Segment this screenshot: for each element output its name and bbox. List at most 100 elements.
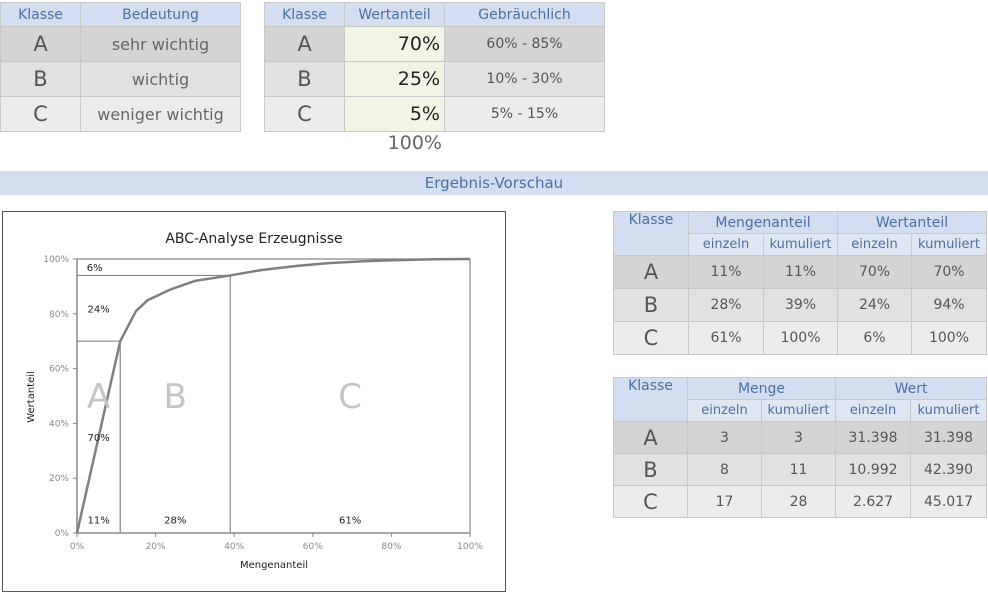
table-cell: 10.992 [835, 453, 912, 486]
class-cell: B [613, 453, 688, 486]
table-cell: 31.398 [910, 421, 988, 454]
subheader-einzeln: einzeln [837, 233, 912, 256]
x-tick-label: 20% [146, 542, 166, 552]
class-region-label: A [87, 377, 110, 417]
table-cell: 28% [688, 288, 764, 322]
table-cell: 24% [837, 288, 912, 322]
chart-title: ABC-Analyse Erzeugnisse [165, 231, 342, 247]
abc-chart: ABC-Analyse Erzeugnisse Mengenanteil Wer… [26, 231, 483, 571]
share-annotation: 61% [339, 515, 361, 526]
y-axis-label: Wertanteil [26, 371, 37, 423]
class-guides [77, 258, 471, 533]
y-tick-label: 80% [49, 310, 69, 320]
table-cell: 8 [687, 453, 762, 486]
table-cell: 3 [687, 421, 762, 454]
label-layer: A B C 6% 24% 70% 11% 28% 61% [87, 263, 362, 526]
class-region-label: C [338, 377, 362, 417]
share-annotation: 28% [164, 515, 186, 526]
table-cell: 11 [760, 453, 837, 486]
table-cell: 28 [760, 485, 837, 518]
value-share-table: Klasse Wertanteil Gebräuchlich A 70% 60%… [264, 2, 605, 132]
subheader-kumuliert: kumuliert [763, 233, 838, 256]
subheader-einzeln: einzeln [688, 233, 764, 256]
class-cell: A [613, 421, 688, 454]
class-cell: B [613, 288, 689, 322]
class-cell: A [264, 26, 345, 62]
y-tick-label: 60% [49, 365, 69, 375]
meaning-cell: weniger wichtig [80, 96, 241, 132]
class-cell: B [264, 61, 345, 97]
subheader-einzeln: einzeln [835, 399, 912, 422]
meaning-cell: sehr wichtig [80, 26, 241, 62]
header-wertanteil: Wertanteil [344, 2, 445, 27]
axes: 0% 20% 40% 60% 80% 100% 0% 20% 40% 60% 80% 100% [43, 255, 483, 552]
usual-range-cell: 5% - 15% [444, 96, 605, 132]
table-cell: 17 [687, 485, 762, 518]
header-gebrauchlich: Gebräuchlich [444, 2, 605, 27]
absolute-table: Klasse Menge Wert einzeln kumuliert einz… [613, 377, 988, 518]
wertanteil-input[interactable]: 70% [344, 26, 445, 62]
subheader-kumuliert: kumuliert [910, 399, 988, 422]
meaning-cell: wichtig [80, 61, 241, 97]
y-tick-label: 20% [49, 474, 69, 484]
header-bedeutung: Bedeutung [80, 2, 241, 27]
share-annotation: 24% [87, 304, 109, 315]
header-wertanteil: Wertanteil [837, 211, 987, 234]
class-cell: C [0, 96, 81, 132]
table-cell: 39% [763, 288, 838, 322]
x-tick-label: 100% [457, 542, 483, 552]
usual-range-cell: 10% - 30% [444, 61, 605, 97]
table-cell: 94% [911, 288, 987, 322]
table-cell: 70% [837, 255, 912, 289]
header-klasse: Klasse [264, 2, 345, 27]
table-cell: 100% [763, 321, 838, 355]
class-cell: A [0, 26, 81, 62]
class-cell: C [613, 485, 688, 518]
share-table: Klasse Mengenanteil Wertanteil einzeln k… [613, 211, 987, 355]
subheader-einzeln: einzeln [687, 399, 762, 422]
header-klasse: Klasse [0, 2, 81, 27]
header-wert: Wert [835, 377, 988, 400]
table-cell: 61% [688, 321, 764, 355]
subheader-kumuliert: kumuliert [911, 233, 987, 256]
subheader-kumuliert: kumuliert [760, 399, 837, 422]
table-cell: 31.398 [835, 421, 912, 454]
header-mengenanteil: Mengenanteil [688, 211, 838, 234]
lorenz-curve [75, 257, 471, 534]
table-cell: 100% [911, 321, 987, 355]
class-cell: C [264, 96, 345, 132]
table-cell: 11% [763, 255, 838, 289]
section-banner: Ergebnis-Vorschau [0, 171, 988, 195]
y-tick-label: 100% [43, 255, 69, 265]
usual-range-cell: 60% - 85% [444, 26, 605, 62]
share-annotation: 11% [87, 515, 109, 526]
class-region-label: B [164, 377, 187, 417]
table-cell: 45.017 [910, 485, 988, 518]
wertanteil-input[interactable]: 25% [344, 61, 445, 97]
section-banner-text: Ergebnis-Vorschau [424, 174, 564, 192]
header-klasse: Klasse [613, 377, 688, 422]
wertanteil-total: 100% [387, 132, 442, 154]
chart-frame: ABC-Analyse Erzeugnisse Mengenanteil Wer… [2, 211, 506, 592]
y-tick-label: 0% [55, 529, 70, 539]
table-cell: 2.627 [835, 485, 912, 518]
table-cell: 3 [760, 421, 837, 454]
class-cell: C [613, 321, 689, 355]
header-klasse: Klasse [613, 211, 689, 256]
class-meaning-table: Klasse Bedeutung A sehr wichtig B wichti… [0, 2, 241, 132]
x-tick-label: 40% [224, 542, 244, 552]
table-cell: 6% [837, 321, 912, 355]
class-cell: B [0, 61, 81, 97]
y-tick-label: 40% [49, 419, 69, 429]
share-annotation: 6% [87, 263, 103, 274]
table-cell: 70% [911, 255, 987, 289]
wertanteil-input[interactable]: 5% [344, 96, 445, 132]
x-tick-label: 80% [381, 542, 401, 552]
series-layer [75, 257, 471, 534]
table-cell: 42.390 [910, 453, 988, 486]
header-menge: Menge [686, 377, 837, 400]
class-cell: A [613, 255, 689, 289]
x-tick-label: 60% [303, 542, 323, 552]
x-tick-label: 0% [70, 542, 85, 552]
table-cell: 11% [688, 255, 764, 289]
